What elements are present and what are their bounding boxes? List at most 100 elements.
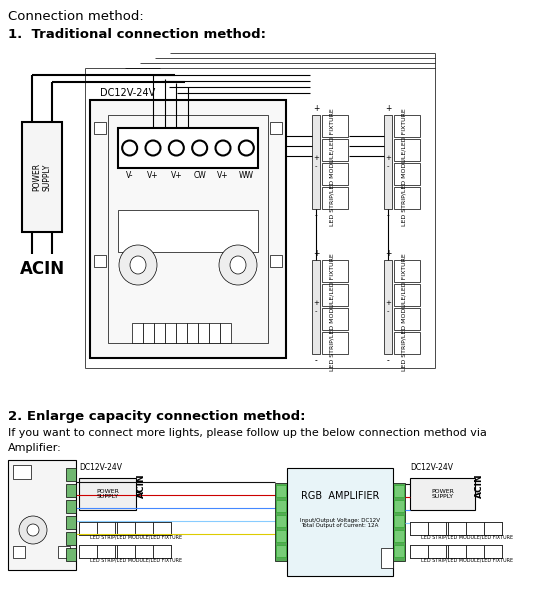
- Bar: [384, 260, 392, 354]
- Bar: [165, 323, 176, 343]
- Text: -: -: [387, 211, 389, 220]
- Bar: [209, 323, 220, 343]
- Text: DC12V-24V: DC12V-24V: [100, 88, 155, 98]
- Bar: [410, 478, 475, 510]
- Bar: [94, 255, 106, 267]
- Bar: [394, 515, 404, 527]
- Bar: [176, 323, 187, 343]
- Bar: [79, 522, 133, 535]
- Bar: [275, 483, 287, 561]
- Ellipse shape: [219, 245, 257, 285]
- Bar: [394, 139, 420, 161]
- Bar: [270, 255, 282, 267]
- Bar: [287, 468, 393, 576]
- Bar: [410, 522, 464, 535]
- Bar: [118, 128, 258, 168]
- Bar: [117, 522, 135, 535]
- Bar: [66, 548, 76, 561]
- Text: -: -: [387, 356, 389, 365]
- Bar: [394, 545, 404, 557]
- Text: DC12V-24V: DC12V-24V: [410, 463, 453, 472]
- Circle shape: [27, 524, 39, 536]
- Bar: [135, 522, 153, 535]
- Text: POWER
SUPPLY: POWER SUPPLY: [32, 163, 52, 191]
- Bar: [448, 522, 502, 535]
- Text: Amplifier:: Amplifier:: [8, 443, 62, 453]
- Bar: [484, 545, 502, 558]
- Bar: [143, 323, 154, 343]
- Bar: [276, 515, 286, 527]
- Bar: [198, 323, 209, 343]
- Bar: [394, 284, 420, 306]
- Text: V+: V+: [171, 171, 182, 180]
- Bar: [410, 522, 428, 535]
- Bar: [322, 115, 348, 137]
- Bar: [79, 478, 136, 510]
- Bar: [322, 163, 348, 185]
- Bar: [66, 500, 76, 513]
- Text: RGB  AMPLIFIER: RGB AMPLIFIER: [301, 491, 379, 501]
- Bar: [153, 522, 171, 535]
- Text: +: +: [385, 300, 391, 306]
- Bar: [187, 323, 198, 343]
- Bar: [90, 100, 286, 358]
- Bar: [117, 545, 171, 558]
- Text: ACIN: ACIN: [474, 473, 484, 498]
- Bar: [66, 468, 76, 481]
- Bar: [135, 545, 153, 558]
- Bar: [322, 139, 348, 161]
- Bar: [270, 122, 282, 134]
- Ellipse shape: [130, 256, 146, 274]
- Bar: [446, 522, 464, 535]
- Text: V+: V+: [217, 171, 229, 180]
- Bar: [312, 260, 320, 354]
- Bar: [394, 530, 404, 542]
- Bar: [322, 332, 348, 354]
- Text: CW: CW: [193, 171, 206, 180]
- Text: 2. Enlarge capacity connection method:: 2. Enlarge capacity connection method:: [8, 410, 306, 423]
- Bar: [428, 545, 446, 558]
- Text: ACIN: ACIN: [20, 260, 65, 278]
- Text: LED STRIP/LED MODULE/LED FIXTURE: LED STRIP/LED MODULE/LED FIXTURE: [90, 558, 182, 562]
- Text: WW: WW: [239, 171, 254, 180]
- Bar: [58, 546, 70, 558]
- Bar: [393, 483, 405, 561]
- Text: LED STRIP/LED MODULE/LED FIXTURE: LED STRIP/LED MODULE/LED FIXTURE: [401, 108, 406, 226]
- Bar: [466, 545, 484, 558]
- Text: Connection method:: Connection method:: [8, 10, 144, 23]
- Bar: [108, 115, 268, 343]
- Text: If you want to connect more lights, please follow up the below connection method: If you want to connect more lights, plea…: [8, 428, 487, 438]
- Bar: [220, 323, 231, 343]
- Bar: [428, 522, 446, 535]
- Bar: [448, 522, 466, 535]
- Bar: [118, 210, 258, 252]
- Bar: [22, 122, 62, 232]
- Bar: [394, 485, 404, 497]
- Bar: [115, 522, 133, 535]
- Bar: [115, 545, 133, 558]
- Bar: [322, 308, 348, 330]
- Text: +: +: [385, 155, 391, 161]
- Bar: [66, 484, 76, 497]
- Bar: [97, 545, 115, 558]
- Bar: [322, 260, 348, 282]
- Text: LED STRIP/LED MODULE/LED FIXTURE: LED STRIP/LED MODULE/LED FIXTURE: [401, 253, 406, 371]
- Bar: [8, 460, 76, 570]
- Text: V-: V-: [126, 171, 133, 180]
- Bar: [394, 500, 404, 512]
- Bar: [94, 122, 106, 134]
- Bar: [410, 545, 464, 558]
- Text: +: +: [385, 104, 391, 113]
- Bar: [66, 516, 76, 529]
- Circle shape: [169, 140, 184, 155]
- Text: +: +: [313, 300, 319, 306]
- Bar: [276, 485, 286, 497]
- Bar: [66, 532, 76, 545]
- Bar: [117, 545, 135, 558]
- Bar: [394, 163, 420, 185]
- Bar: [394, 187, 420, 209]
- Circle shape: [122, 140, 137, 155]
- Bar: [384, 115, 392, 209]
- Ellipse shape: [119, 245, 157, 285]
- Bar: [13, 465, 31, 479]
